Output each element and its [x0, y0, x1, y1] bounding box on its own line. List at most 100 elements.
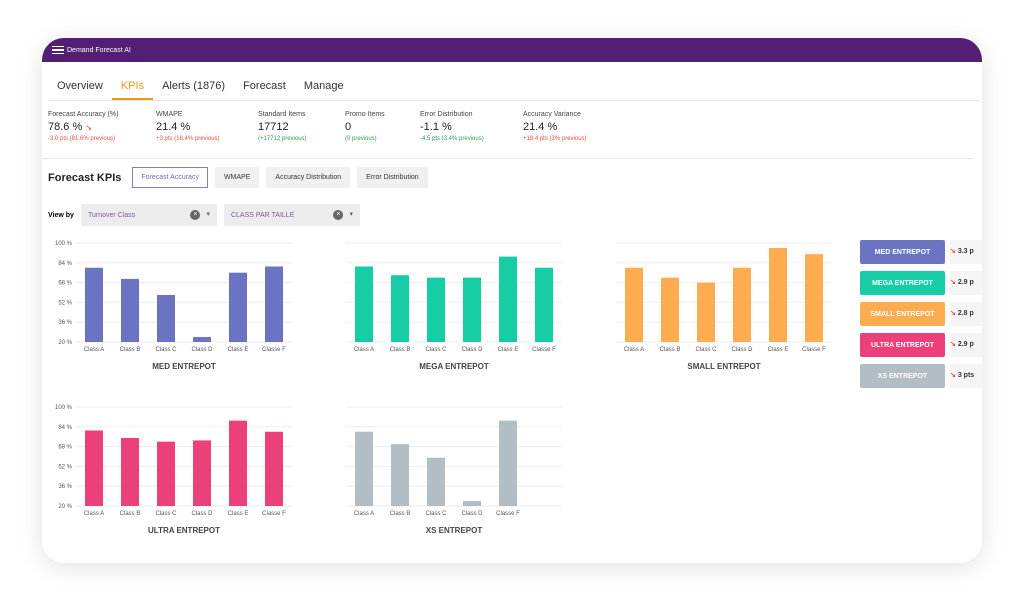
x-tick-label: Class C: [425, 347, 447, 353]
legend-item[interactable]: XS ENTREPOT ↘ 3 pts: [860, 364, 982, 388]
legend-label[interactable]: SMALL ENTREPOT: [860, 302, 945, 326]
chevron-down-icon[interactable]: ▾: [206, 211, 210, 218]
tab-overview[interactable]: Overview: [57, 80, 103, 92]
chevron-down-icon[interactable]: ▾: [349, 211, 353, 218]
bar[interactable]: [535, 267, 553, 342]
trend-down-icon: ↘: [85, 123, 93, 132]
y-tick-label: 68 %: [58, 445, 72, 451]
kpi-delta: (0 previous): [345, 136, 377, 142]
legend-label[interactable]: MED ENTREPOT: [860, 240, 945, 264]
bar[interactable]: [121, 437, 139, 506]
kpi-value: -1.1 %: [420, 121, 452, 133]
bar[interactable]: [229, 272, 247, 342]
x-tick-label: Class A: [624, 347, 644, 353]
forecast-accuracy-button[interactable]: Forecast Accuracy: [132, 167, 208, 188]
y-tick-label: 68 %: [58, 281, 72, 287]
x-tick-label: Class D: [731, 347, 753, 353]
filter1-value: Turnover Class: [87, 211, 136, 219]
trend-down-icon: ↘: [950, 310, 956, 317]
tab-manage[interactable]: Manage: [303, 80, 344, 92]
bar[interactable]: [157, 441, 175, 506]
y-tick-label: 84 %: [58, 425, 72, 431]
filter2-value: CLASS PAR TAILLE: [230, 211, 295, 219]
kpi-delta: +3 pts (18.4% previous): [156, 136, 220, 142]
clear-icon[interactable]: ×: [333, 210, 344, 220]
bar[interactable]: [661, 277, 679, 342]
kpi-value: 0: [345, 121, 352, 133]
wmape-button[interactable]: WMAPE: [214, 167, 260, 188]
tab-kpis[interactable]: KPIs: [111, 76, 154, 100]
legend-item[interactable]: MEGA ENTREPOT ↘ 2.9 p: [860, 271, 982, 295]
x-tick-label: Class E: [228, 511, 249, 517]
bar[interactable]: [85, 430, 103, 506]
trend-down-icon: ↘: [950, 279, 956, 286]
bar[interactable]: [121, 278, 139, 342]
x-tick-label: Class D: [461, 347, 483, 353]
top-bar: Demand Forecast AI: [42, 38, 982, 62]
kpi-label: Standard Items: [258, 111, 306, 118]
bar[interactable]: [157, 294, 175, 342]
kpi-delta: (+17712 previous): [258, 136, 307, 142]
legend-label[interactable]: MEGA ENTREPOT: [860, 271, 945, 295]
legend-value: ↘ 3.3 p: [950, 240, 982, 264]
bar[interactable]: [193, 440, 211, 506]
tab-forecast[interactable]: Forecast: [243, 80, 286, 92]
bar[interactable]: [769, 247, 787, 342]
kpi-delta: -3.0 pts (81.6% previous): [48, 136, 116, 142]
bar[interactable]: [427, 457, 445, 506]
y-tick-label: 20 %: [58, 340, 72, 346]
bar[interactable]: [805, 254, 823, 342]
legend-value: ↘ 3 pts: [950, 364, 982, 388]
app-window: Demand Forecast AI Overview KPIs Alerts (1…: [42, 38, 982, 563]
bar[interactable]: [463, 277, 481, 342]
legend-label[interactable]: XS ENTREPOT: [860, 364, 945, 388]
kpi-label: Promo Items: [345, 111, 385, 118]
clear-icon[interactable]: ×: [190, 210, 201, 220]
bar[interactable]: [229, 420, 247, 506]
kpi-label: Accuracy Variance: [523, 111, 581, 118]
x-tick-label: Class C: [155, 511, 177, 517]
trend-down-icon: ↘: [950, 248, 956, 255]
kpi-label: Forecast Accuracy (%): [48, 111, 119, 118]
bar[interactable]: [265, 266, 283, 342]
bar[interactable]: [499, 256, 517, 342]
bar[interactable]: [193, 337, 211, 342]
legend-item[interactable]: ULTRA ENTREPOT ↘ 2.9 p: [860, 333, 982, 357]
accuracy-distribution-button[interactable]: Accuracy Distribution: [266, 167, 351, 188]
x-tick-label: Class E: [228, 347, 249, 353]
bar[interactable]: [697, 282, 715, 342]
kpi-card: Promo Items 0 (0 previous): [345, 111, 420, 158]
x-tick-label: Class A: [354, 347, 374, 353]
chart-title: ULTRA ENTREPOT: [148, 526, 220, 535]
y-tick-label: 100 %: [55, 405, 73, 411]
bar[interactable]: [355, 431, 373, 506]
bar[interactable]: [499, 420, 517, 506]
legend-item[interactable]: SMALL ENTREPOT ↘ 2.8 p: [860, 302, 982, 326]
legend-label[interactable]: ULTRA ENTREPOT: [860, 333, 945, 357]
bar[interactable]: [463, 501, 481, 506]
legend-value: ↘ 2.8 p: [950, 302, 982, 326]
turnover-class-select[interactable]: Turnover Class × ▾: [80, 204, 217, 226]
bar[interactable]: [391, 444, 409, 506]
legend-item[interactable]: MED ENTREPOT ↘ 3.3 p: [860, 240, 982, 264]
tab-alerts[interactable]: Alerts (1876): [162, 80, 226, 92]
legend-value: ↘ 2.9 p: [950, 271, 982, 295]
y-tick-label: 52 %: [58, 300, 72, 306]
class-par-taille-select[interactable]: CLASS PAR TAILLE × ▾: [223, 204, 360, 226]
bar[interactable]: [85, 267, 103, 342]
view-by-row: View by Turnover Class × ▾ CLASS PAR TAIL…: [48, 204, 982, 226]
bar[interactable]: [265, 431, 283, 506]
kpi-value: 21.4 %: [156, 121, 191, 133]
trend-down-icon: ↘: [950, 372, 956, 379]
bar[interactable]: [355, 266, 373, 342]
kpi-card: Accuracy Variance 21.4 % +18.4 pts (3% pre…: [523, 111, 623, 158]
error-distribution-button[interactable]: Error Distribution: [357, 167, 428, 188]
x-tick-label: Class D: [191, 511, 213, 517]
bar[interactable]: [625, 267, 643, 342]
x-tick-label: Class B: [390, 347, 411, 353]
bar[interactable]: [733, 267, 751, 342]
menu-icon[interactable]: [52, 44, 64, 57]
bar[interactable]: [391, 275, 409, 342]
bar[interactable]: [427, 277, 445, 342]
view-by-label: View by: [48, 211, 74, 219]
